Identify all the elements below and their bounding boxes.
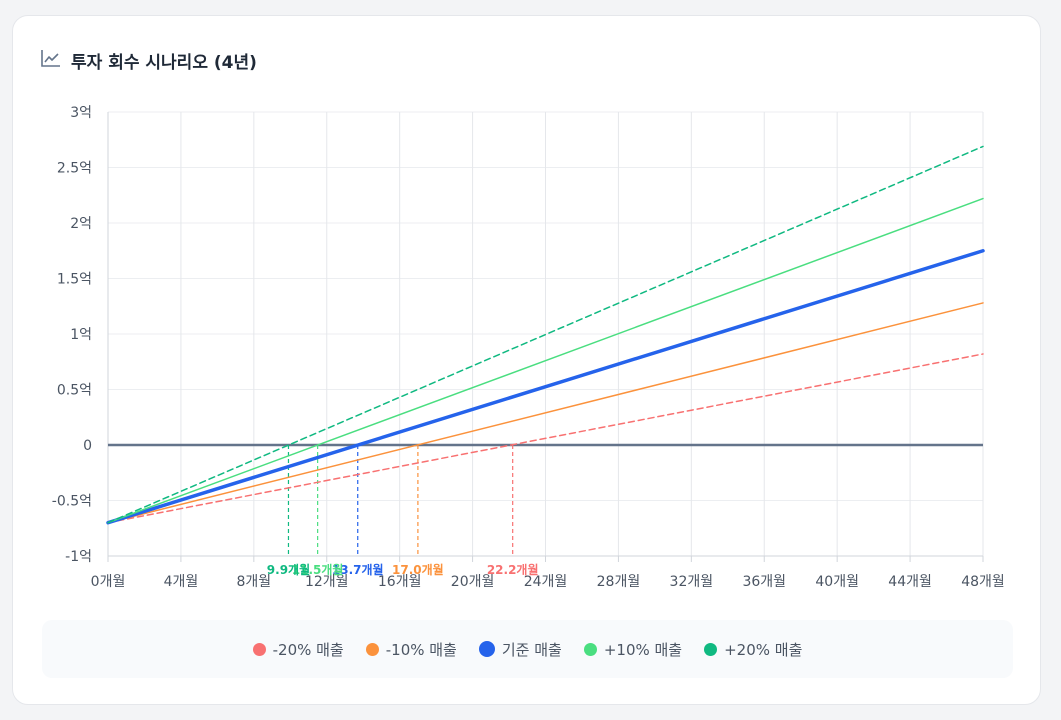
breakeven-label: 17.0개월: [392, 562, 444, 577]
x-tick-label: 36개월: [742, 574, 786, 590]
series-line: [107, 197, 984, 524]
legend-label: +20% 매출: [724, 640, 803, 659]
y-tick-label: 3억: [70, 105, 92, 121]
legend-swatch: [252, 642, 266, 656]
x-tick-label: 0개월: [91, 574, 126, 590]
legend-item[interactable]: +10% 매출: [583, 639, 683, 660]
x-tick-label: 44개월: [888, 574, 932, 590]
breakeven-label: 9.9개월: [267, 562, 310, 577]
legend-swatch: [365, 642, 379, 656]
y-tick-label: 0.5억: [57, 383, 92, 399]
x-tick-label: 32개월: [670, 574, 714, 590]
y-tick-label: 1.5억: [57, 272, 92, 288]
legend-label: +10% 매출: [603, 640, 683, 659]
legend-item[interactable]: -20% 매출: [252, 639, 344, 660]
legend-item[interactable]: 기준 매출: [478, 639, 562, 660]
y-tick-label: 1억: [70, 327, 92, 343]
series-line: [106, 249, 985, 525]
legend-label: -20% 매출: [272, 640, 344, 659]
y-tick-label: 2.5억: [57, 161, 92, 177]
x-tick-label: 12개월: [305, 574, 349, 590]
chart-legend: -20% 매출 -10% 매출 기준 매출 +10% 매출 +20% 매출: [42, 620, 1013, 678]
y-tick-label: -0.5억: [52, 494, 92, 510]
y-tick-label: 0: [83, 438, 92, 454]
legend-item[interactable]: +20% 매출: [704, 639, 802, 660]
legend-swatch: [478, 641, 495, 657]
line-chart-icon: [41, 49, 61, 71]
x-tick-label: 48개월: [961, 574, 1005, 590]
y-tick-label: 2억: [70, 216, 92, 232]
series-line: [107, 353, 984, 524]
series-line: [107, 302, 984, 524]
x-tick-label: 16개월: [378, 574, 422, 590]
card-header: 투자 회수 시나리오 (4년): [41, 48, 257, 73]
breakeven-label: 13.7개월: [332, 562, 384, 577]
x-tick-label: 28개월: [597, 574, 641, 590]
legend-swatch: [704, 642, 718, 656]
legend-swatch: [583, 642, 597, 656]
x-tick-label: 20개월: [451, 574, 495, 590]
breakeven-label: 22.2개월: [487, 562, 539, 577]
roi-scenario-card: 투자 회수 시나리오 (4년) 3억 2.5억 2억 1.5억 1억 0.5억 0 -0.5억…: [12, 15, 1041, 705]
x-tick-label: 8개월: [236, 574, 271, 590]
series-line: [107, 145, 984, 524]
card-title: 투자 회수 시나리오 (4년): [71, 52, 257, 73]
x-tick-label: 40개월: [815, 574, 859, 590]
roi-line-chart: 3억 2.5억 2억 1.5억 1억 0.5억 0 -0.5억 -1억 0개월 4개월 8개월 12개월…: [52, 105, 1005, 590]
y-tick-label: -1억: [65, 549, 92, 565]
breakeven-label: 11.5개월: [292, 562, 344, 577]
legend-label: 기준 매출: [501, 640, 562, 659]
legend-item[interactable]: -10% 매출: [365, 639, 457, 660]
legend-label: -10% 매출: [385, 640, 457, 659]
x-tick-label: 4개월: [164, 574, 199, 590]
x-tick-label: 24개월: [524, 574, 568, 590]
